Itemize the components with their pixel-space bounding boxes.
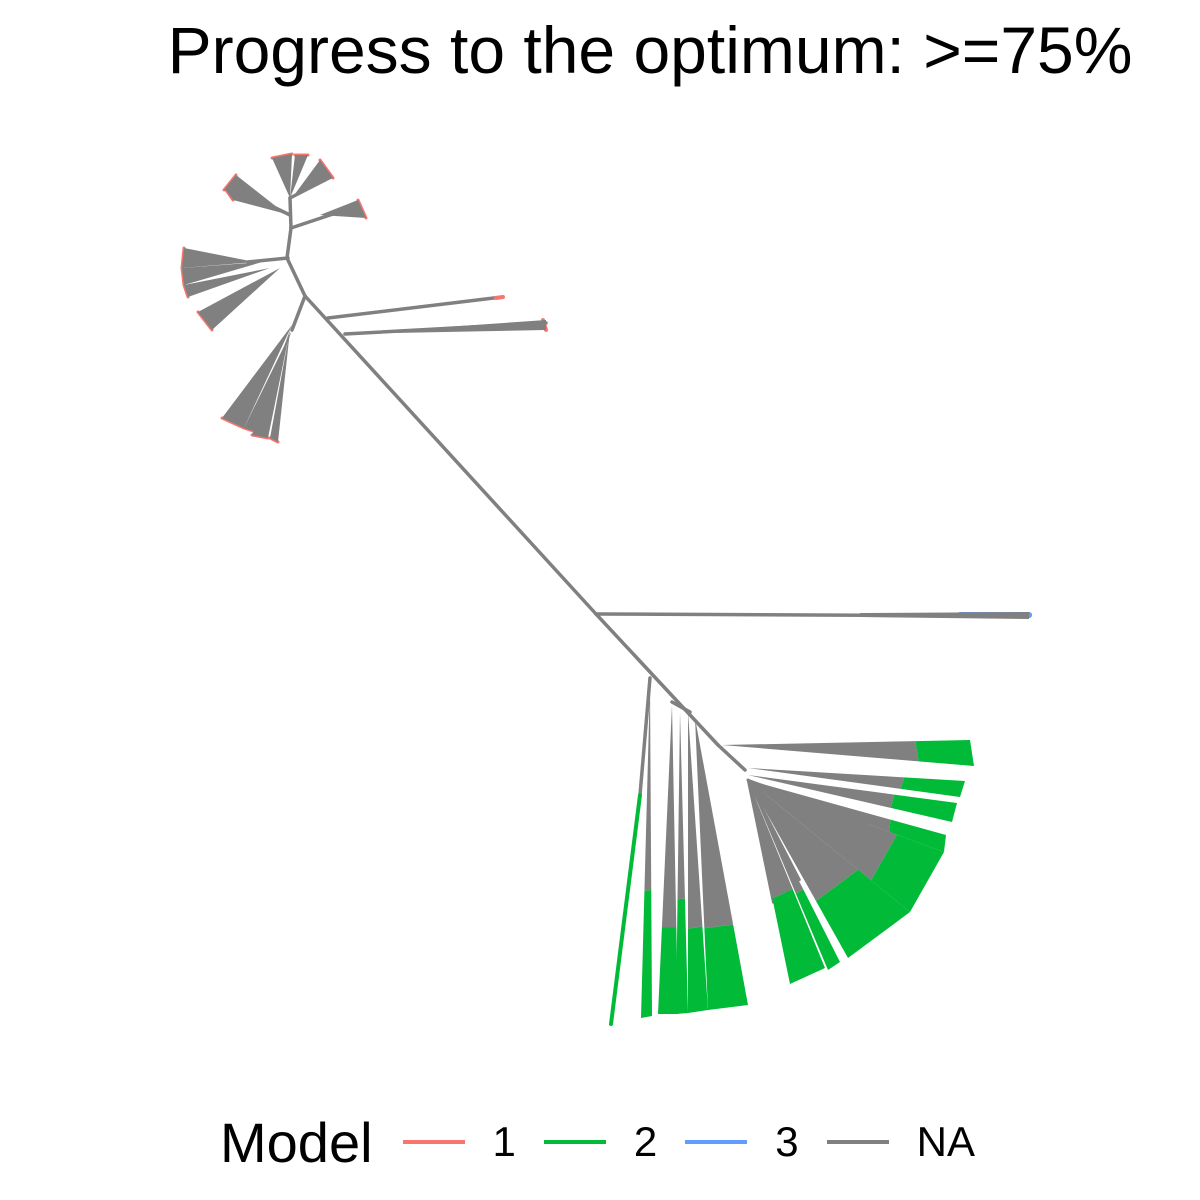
fan-bottom-b <box>244 330 292 432</box>
fan-top-left <box>224 175 287 215</box>
internal-branch <box>746 778 801 882</box>
fan-right-4-tips <box>889 819 946 852</box>
fan-right-1-tips <box>915 740 974 766</box>
main-branch <box>303 294 598 616</box>
fan-lower-1-tips <box>641 889 652 1018</box>
tip-model-2 <box>609 793 642 1026</box>
main-branch-lower <box>594 612 720 747</box>
tree-branch <box>638 676 652 797</box>
legend-label: NA <box>916 1118 975 1165</box>
fan-top-a <box>272 154 292 198</box>
legend-title: Model <box>220 1110 373 1174</box>
fan-lower-4 <box>688 712 703 929</box>
tree-branch <box>290 294 307 332</box>
fan-lower-5-tips <box>704 924 748 1010</box>
fan-top-b <box>290 155 308 198</box>
legend-key-model-na <box>826 1140 889 1144</box>
fan-right-3-tips <box>890 794 957 822</box>
fan-lower-3 <box>677 712 685 900</box>
fan-lower-5 <box>695 718 734 929</box>
fan-bottom-a <box>222 325 292 428</box>
chart-title: Progress to the optimum: >=75% <box>167 13 1133 87</box>
fan-right-4 <box>748 780 891 832</box>
legend-item-model-3: 3 <box>685 1118 799 1166</box>
fan-left-d <box>198 268 280 330</box>
fan-right-small <box>320 200 366 218</box>
fan-big-b-tips <box>816 869 910 958</box>
fan-big-c <box>748 780 804 894</box>
fan-lower-3-tips <box>676 898 688 1014</box>
fan-bottom-c <box>252 330 290 438</box>
legend-key-model-1 <box>402 1140 465 1144</box>
fan-right-2 <box>748 768 905 789</box>
tree-branch <box>326 295 504 320</box>
tip-model-1 <box>494 295 505 300</box>
fan-big-c-tips <box>796 889 840 970</box>
legend-label: 3 <box>775 1118 799 1165</box>
tree-branch <box>716 743 747 772</box>
tree-branch <box>288 196 293 230</box>
tree-branch <box>670 700 692 714</box>
tree-fans <box>182 154 1029 1018</box>
fan-right-long <box>345 320 546 334</box>
legend: Model 1 2 3 NA <box>220 1110 1003 1174</box>
tree-branch <box>285 226 293 260</box>
fan-lower-1 <box>644 684 652 892</box>
fan-big-d <box>748 780 793 899</box>
fan-bottom-d <box>270 330 290 442</box>
long-branch-fan <box>860 612 1029 619</box>
fan-left-a <box>182 248 255 268</box>
fan-right-2-tips <box>900 777 965 797</box>
fan-left-c <box>184 268 270 297</box>
legend-key-model-3 <box>685 1140 748 1144</box>
fan-lower-4-tips <box>688 926 708 1013</box>
fan-big-b <box>748 780 859 902</box>
fan-lower-2-tips <box>658 927 678 1014</box>
legend-key-model-2 <box>543 1140 606 1144</box>
tree-branch <box>285 256 307 298</box>
legend-item-model-2: 2 <box>543 1118 658 1166</box>
fan-lower-2 <box>661 705 677 928</box>
legend-item-model-1: 1 <box>402 1118 516 1166</box>
fan-right-1 <box>722 741 919 762</box>
fan-big-d-tips <box>772 889 825 984</box>
tree-branch <box>246 256 290 264</box>
fan-big-a <box>748 780 897 881</box>
legend-item-model-na: NA <box>826 1118 975 1166</box>
legend-label: 1 <box>492 1118 516 1165</box>
fan-left-b <box>182 262 262 285</box>
fan-top-c <box>292 160 333 198</box>
fan-right-3 <box>748 775 895 808</box>
legend-label: 2 <box>633 1118 658 1165</box>
fan-big-a-tips <box>871 834 944 912</box>
fan-top-left-2 <box>226 190 290 215</box>
